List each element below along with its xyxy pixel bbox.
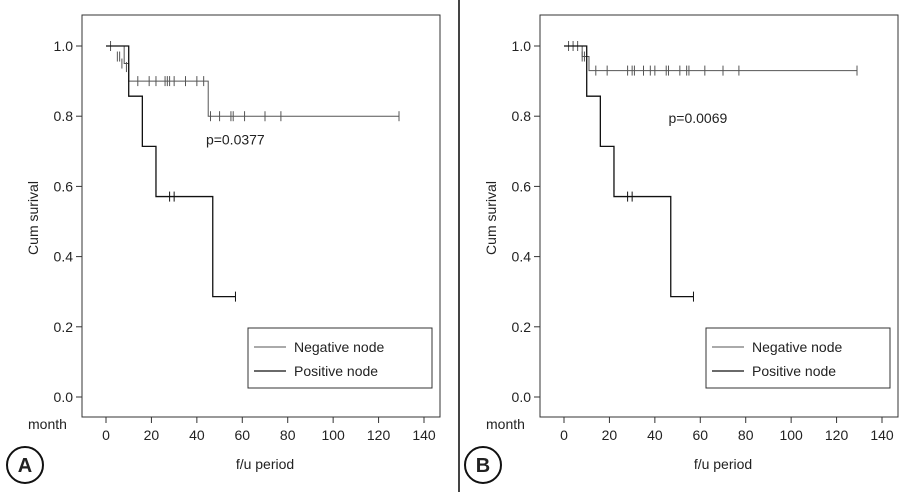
panel-label: A bbox=[18, 455, 32, 477]
x-axis-label: f/u period bbox=[694, 456, 752, 472]
x-tick-label: 80 bbox=[280, 427, 296, 443]
x-tick-label: 0 bbox=[560, 427, 568, 443]
x-tick-label: 0 bbox=[102, 427, 110, 443]
y-tick-label: 0.2 bbox=[512, 319, 532, 335]
legend-box bbox=[247, 327, 433, 389]
x-tick-label: 80 bbox=[738, 427, 754, 443]
panel-label-circle bbox=[6, 446, 44, 484]
legend-label: Positive node bbox=[752, 363, 836, 379]
km-curve-negative bbox=[106, 45, 400, 117]
x-tick-label: 20 bbox=[144, 427, 160, 443]
x-tick-label: 100 bbox=[321, 427, 345, 443]
x-unit-label: month bbox=[28, 416, 67, 432]
p-value-annotation: p=0.0069 bbox=[668, 110, 727, 126]
x-tick-label: 20 bbox=[602, 427, 618, 443]
legend-label: Negative node bbox=[294, 339, 385, 355]
plot-frame bbox=[81, 14, 441, 418]
y-tick-label: 0.2 bbox=[54, 319, 74, 335]
x-tick-label: 140 bbox=[870, 427, 894, 443]
x-tick-label: 40 bbox=[647, 427, 663, 443]
y-tick-label: 1.0 bbox=[512, 38, 532, 54]
panel-label: B bbox=[476, 455, 490, 477]
plot-frame bbox=[539, 14, 899, 418]
km-curve-negative bbox=[564, 45, 858, 72]
y-tick-label: 0.0 bbox=[512, 389, 532, 405]
chart-panel-b: 0.0 0.2 0.4 0.6 0.8 1.0 0 20 40 60 80 100 120 140 mont… bbox=[458, 0, 916, 492]
x-tick-label: 120 bbox=[825, 427, 849, 443]
x-tick-label: 60 bbox=[234, 427, 250, 443]
legend-label: Negative node bbox=[752, 339, 843, 355]
y-tick-label: 0.8 bbox=[54, 108, 74, 124]
km-chart-a: 0.0 0.2 0.4 0.6 0.8 1.0 0 20 40 60 80 100 120 140 mont… bbox=[6, 14, 441, 484]
x-tick-label: 60 bbox=[692, 427, 708, 443]
y-axis-label: Cum surival bbox=[483, 181, 499, 255]
x-axis-label: f/u period bbox=[236, 456, 294, 472]
x-unit-label: month bbox=[486, 416, 525, 432]
legend-box bbox=[705, 327, 891, 389]
p-value-annotation: p=0.0377 bbox=[206, 131, 265, 147]
km-curve-positive bbox=[564, 45, 694, 298]
km-chart-b: 0.0 0.2 0.4 0.6 0.8 1.0 0 20 40 60 80 100 120 140 mont… bbox=[464, 14, 899, 484]
y-tick-label: 0.4 bbox=[512, 249, 532, 265]
y-tick-label: 0.8 bbox=[512, 108, 532, 124]
panel-label-circle bbox=[464, 446, 502, 484]
x-tick-label: 40 bbox=[189, 427, 205, 443]
y-tick-label: 0.6 bbox=[54, 178, 74, 194]
x-tick-label: 120 bbox=[367, 427, 391, 443]
legend-label: Positive node bbox=[294, 363, 378, 379]
chart-panel-a: 0.0 0.2 0.4 0.6 0.8 1.0 0 20 40 60 80 100 120 140 mont… bbox=[6, 14, 441, 484]
panel-divider bbox=[458, 0, 460, 492]
x-tick-label: 140 bbox=[412, 427, 436, 443]
y-axis-label: Cum surival bbox=[25, 181, 41, 255]
y-tick-label: 1.0 bbox=[54, 38, 74, 54]
y-tick-label: 0.4 bbox=[54, 249, 74, 265]
x-tick-label: 100 bbox=[779, 427, 803, 443]
y-tick-label: 0.6 bbox=[512, 178, 532, 194]
y-tick-label: 0.0 bbox=[54, 389, 74, 405]
km-curve-positive bbox=[106, 45, 236, 298]
